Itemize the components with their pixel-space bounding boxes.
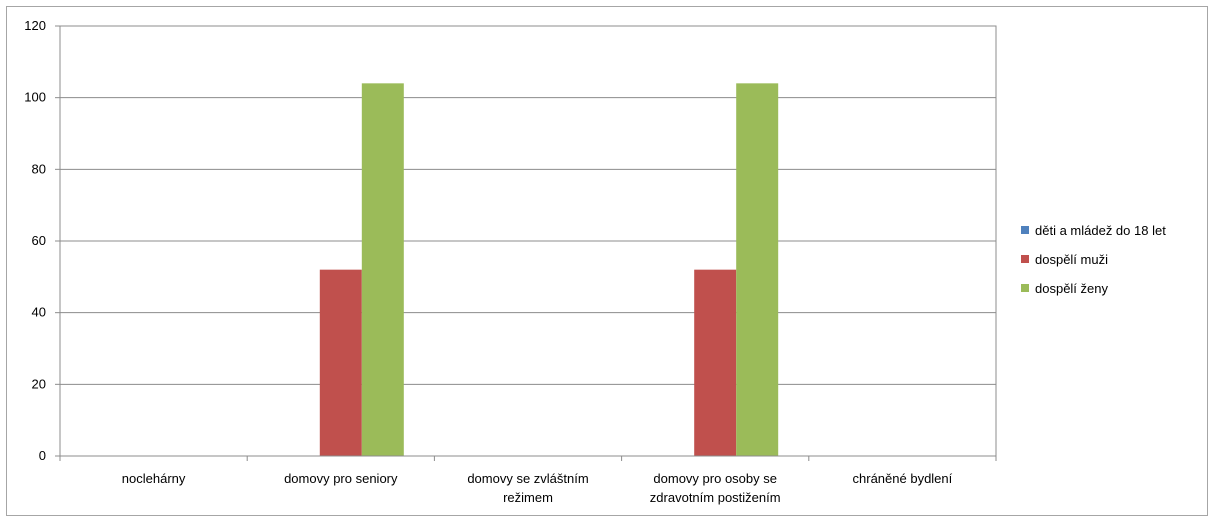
x-tick-label: noclehárny — [122, 471, 186, 486]
legend-swatch — [1021, 284, 1029, 292]
y-axis-ticks: 0 20 40 60 80 100 120 — [24, 18, 60, 463]
legend-swatch — [1021, 255, 1029, 263]
legend-label: dospělí muži — [1035, 252, 1108, 267]
x-tick-label: domovy pro seniory — [284, 471, 398, 486]
y-tick-label: 120 — [24, 18, 46, 33]
x-tick-label: domovy pro osoby se — [653, 471, 777, 486]
bar — [361, 83, 404, 456]
gridlines — [60, 25, 996, 385]
axes — [59, 25, 997, 457]
bar — [694, 269, 737, 456]
y-tick-label: 40 — [32, 305, 46, 320]
y-tick-label: 20 — [32, 376, 46, 391]
x-axis-ticks: noclehárny domovy pro seniory domovy se zv… — [59, 456, 997, 505]
legend: děti a mládež do 18 let dospělí muži dospě… — [1021, 223, 1166, 296]
bars — [319, 83, 779, 456]
y-tick-label: 100 — [24, 90, 46, 105]
bar — [319, 269, 362, 456]
chart-frame — [6, 6, 1208, 516]
legend-label: dospělí ženy — [1035, 281, 1108, 296]
y-tick-label: 0 — [39, 448, 46, 463]
legend-swatch — [1021, 226, 1029, 234]
legend-label: děti a mládež do 18 let — [1035, 223, 1166, 238]
bar — [736, 83, 779, 456]
y-tick-label: 60 — [32, 233, 46, 248]
x-tick-label: zdravotním postižením — [650, 490, 781, 505]
x-tick-label: domovy se zvláštním — [467, 471, 588, 486]
x-tick-label: režimem — [503, 490, 553, 505]
x-tick-label: chráněné bydlení — [853, 471, 953, 486]
y-tick-label: 80 — [32, 161, 46, 176]
